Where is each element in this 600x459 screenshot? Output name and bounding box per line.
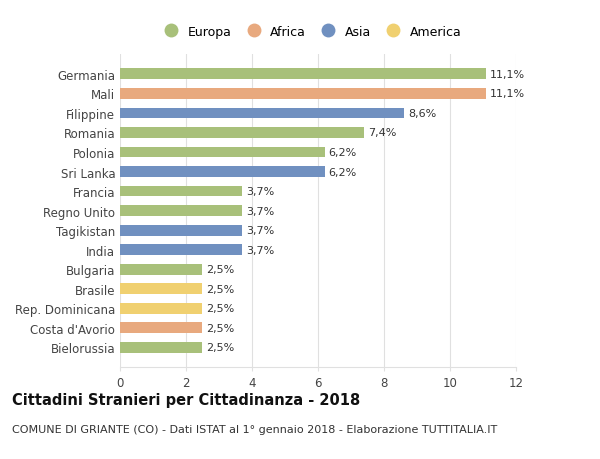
Bar [120,303,202,314]
Text: 2,5%: 2,5% [206,284,235,294]
Bar [120,342,202,353]
Bar [120,186,242,197]
Bar [120,225,242,236]
Bar [120,108,404,119]
Text: 3,7%: 3,7% [246,226,274,235]
Bar [120,147,325,158]
Text: 2,5%: 2,5% [206,343,235,353]
Bar [120,264,202,275]
Bar [120,69,486,80]
Text: 2,5%: 2,5% [206,265,235,274]
Bar [120,89,486,100]
Bar [120,245,242,256]
Bar [120,206,242,217]
Text: Cittadini Stranieri per Cittadinanza - 2018: Cittadini Stranieri per Cittadinanza - 2… [12,392,360,408]
Text: 2,5%: 2,5% [206,304,235,313]
Bar [120,323,202,334]
Legend: Europa, Africa, Asia, America: Europa, Africa, Asia, America [154,21,466,44]
Bar [120,284,202,295]
Text: 8,6%: 8,6% [408,109,436,118]
Text: 6,2%: 6,2% [329,167,357,177]
Text: 3,7%: 3,7% [246,206,274,216]
Bar [120,167,325,178]
Text: 3,7%: 3,7% [246,187,274,196]
Text: 3,7%: 3,7% [246,245,274,255]
Bar [120,128,364,139]
Text: 6,2%: 6,2% [329,148,357,157]
Text: 2,5%: 2,5% [206,323,235,333]
Text: 11,1%: 11,1% [490,89,526,99]
Text: 11,1%: 11,1% [490,70,526,79]
Text: COMUNE DI GRIANTE (CO) - Dati ISTAT al 1° gennaio 2018 - Elaborazione TUTTITALIA: COMUNE DI GRIANTE (CO) - Dati ISTAT al 1… [12,425,497,435]
Text: 7,4%: 7,4% [368,128,397,138]
